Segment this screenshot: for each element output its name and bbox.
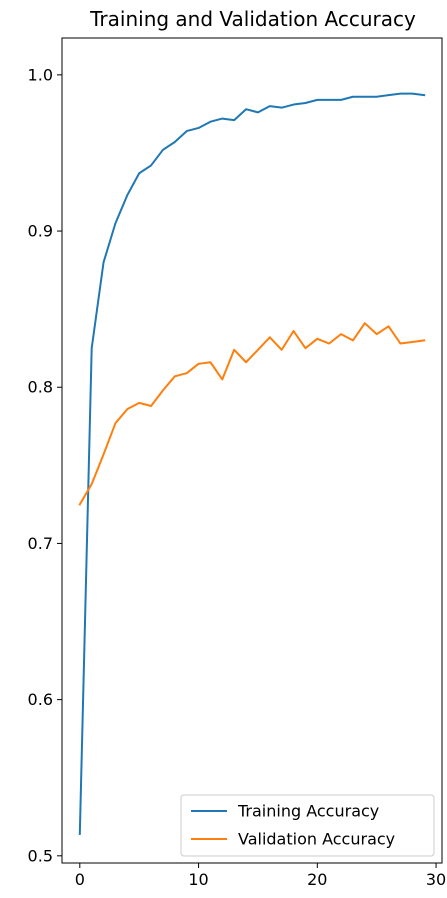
x-tick-label: 20 <box>307 870 327 889</box>
y-tick-label: 0.9 <box>28 222 53 241</box>
series-line-validation-accuracy <box>78 322 426 506</box>
legend-box <box>180 794 435 857</box>
chart-title: Training and Validation Accuracy <box>89 7 416 31</box>
legend: Training Accuracy Validation Accuracy <box>180 794 435 857</box>
x-tick-label: 10 <box>188 870 208 889</box>
axes: 0 10 20 30 0.5 0.6 0.7 0.8 0.9 1.0 <box>28 37 446 889</box>
series-line-training-accuracy <box>78 92 426 835</box>
y-tick-label: 1.0 <box>28 65 53 84</box>
y-tick-label: 0.6 <box>28 690 53 709</box>
x-tick-label: 30 <box>426 870 446 889</box>
y-tick-label: 0.7 <box>28 534 53 553</box>
y-tick-label: 0.5 <box>28 846 53 865</box>
x-tick-label: 0 <box>75 870 85 889</box>
series-lines <box>78 92 426 835</box>
y-tick-label: 0.8 <box>28 378 53 397</box>
legend-entry-label: Validation Accuracy <box>238 830 395 849</box>
legend-entry-label: Training Accuracy <box>237 802 379 821</box>
plot-frame <box>61 37 443 864</box>
